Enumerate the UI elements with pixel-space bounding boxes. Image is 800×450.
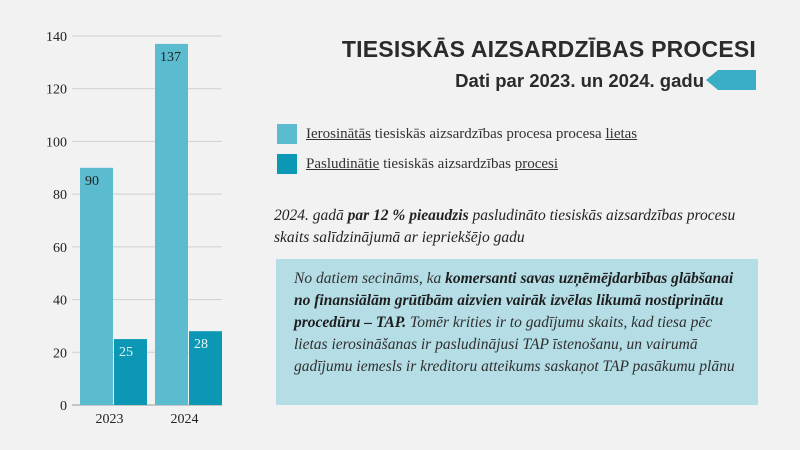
legend-item-declared: Pasludinātie tiesiskās aizsardzības proc… xyxy=(277,153,637,175)
note-bold: par 12 % pieaudzis xyxy=(347,207,469,224)
legend-declared-word: Pasludinātie xyxy=(306,155,380,172)
page-title: TIESISKĀS AIZSARDZĪBAS PROCESI xyxy=(341,36,756,62)
y-tick-label: 120 xyxy=(46,83,67,98)
conclusion-prefix: No datiem secināms, ka xyxy=(294,270,446,287)
legend-initiated-middle: tiesiskās aizsardzības procesa procesa xyxy=(370,125,606,142)
y-tick-label: 20 xyxy=(53,346,67,361)
legend-swatch-initiated xyxy=(277,124,297,144)
arrow-left-icon xyxy=(706,70,756,90)
y-tick-label: 60 xyxy=(53,241,67,256)
y-tick-label: 100 xyxy=(46,135,67,150)
y-tick-label: 40 xyxy=(53,294,67,309)
legend-item-initiated: Ierosinātās tiesiskās aizsardzības proce… xyxy=(277,123,637,145)
data-label: 90 xyxy=(85,174,99,189)
data-label: 137 xyxy=(160,50,181,65)
bar xyxy=(155,43,188,406)
data-label: 28 xyxy=(194,337,208,352)
y-tick-label: 0 xyxy=(60,399,67,414)
legend-initiated-word: Ierosinātās xyxy=(306,125,371,142)
legend-declared-end: procesi xyxy=(514,155,559,172)
y-tick-label: 80 xyxy=(53,188,67,203)
y-tick-label: 140 xyxy=(46,30,67,45)
bar xyxy=(80,167,113,405)
note-prefix: 2024. gadā xyxy=(274,207,348,224)
growth-note: 2024. gadā par 12 % pieaudzis pasludināt… xyxy=(274,205,754,249)
bar xyxy=(114,339,147,405)
bar-chart: 0 20 40 60 80 100 120 140 90 25 2023 137 28 2024 xyxy=(46,30,222,427)
legend: Ierosinātās tiesiskās aizsardzības proce… xyxy=(277,123,637,183)
page-subtitle: Dati par 2023. un 2024. gadu xyxy=(455,70,704,91)
legend-declared-middle: tiesiskās aizsardzības xyxy=(379,155,515,172)
legend-initiated-end: lietas xyxy=(605,125,638,142)
conclusion-suffix: Tomēr krities ir to gadījumu skaits, kad… xyxy=(294,314,735,375)
bar xyxy=(189,331,222,405)
conclusion-box: No datiem secināms, ka komersanti savas … xyxy=(276,259,758,405)
x-tick-label: 2023 xyxy=(96,412,124,427)
legend-swatch-declared xyxy=(277,154,297,174)
x-tick-label: 2024 xyxy=(171,412,199,427)
note-suffix: pasludināto tiesiskās aizsardzības proce… xyxy=(274,207,736,246)
data-label: 25 xyxy=(119,345,133,360)
conclusion-bold: komersanti savas uzņēmējdarbības glābšan… xyxy=(294,270,734,331)
